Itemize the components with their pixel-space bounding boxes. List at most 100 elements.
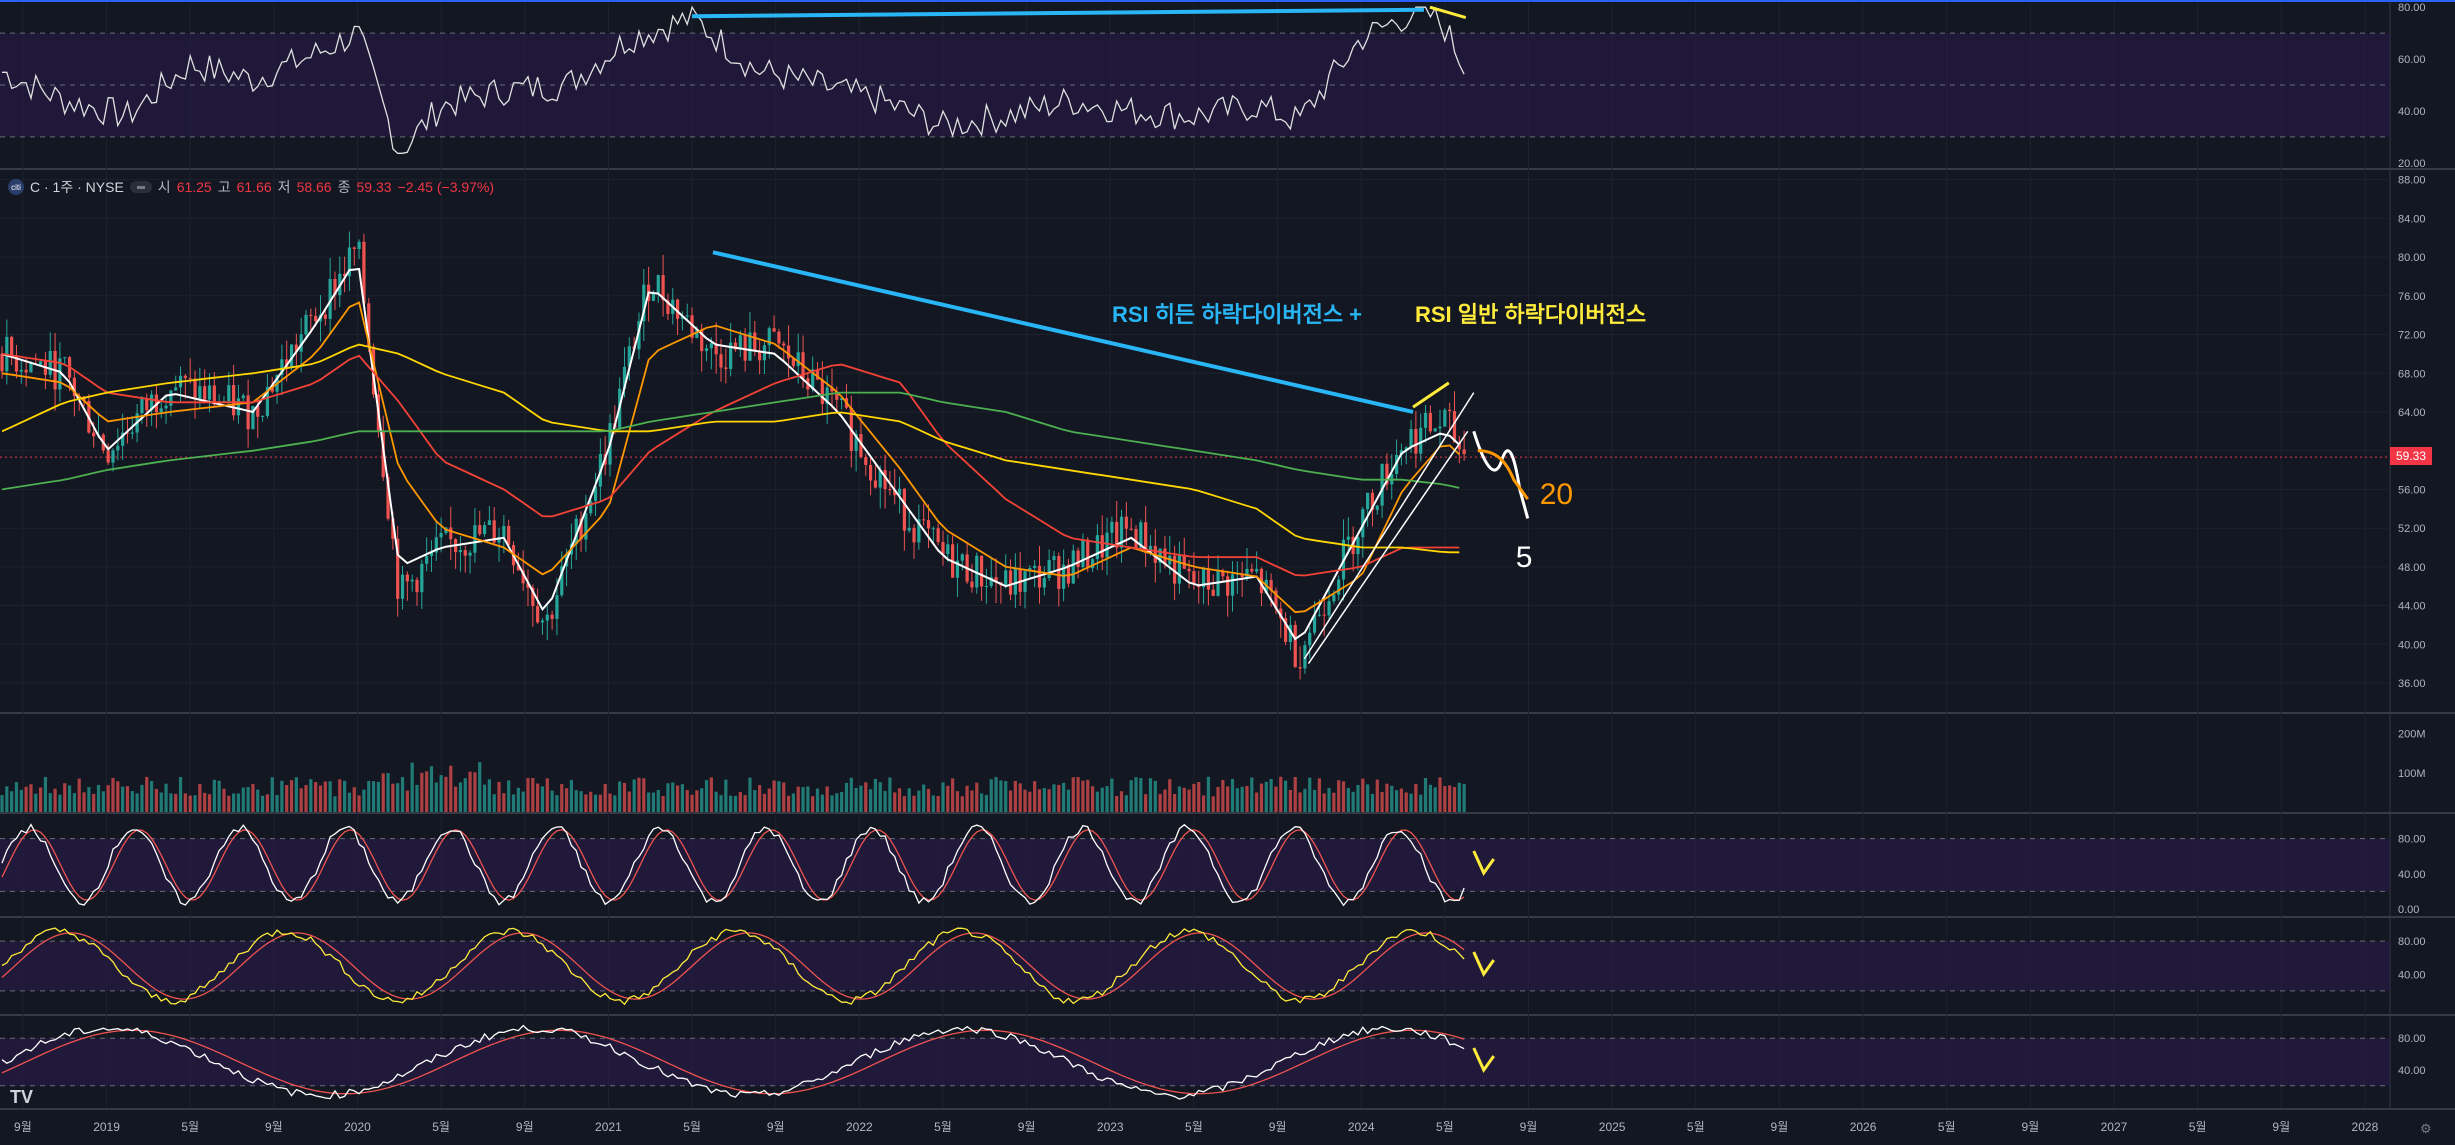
candle-body: [58, 358, 62, 390]
candle-body: [1187, 568, 1191, 572]
ohlc-open-label: 시: [157, 179, 171, 195]
x-tick-label: 5월: [432, 1120, 450, 1134]
candle-body: [536, 606, 540, 623]
volume-bar: [149, 780, 154, 812]
volume-bar: [1047, 789, 1051, 812]
candle-body: [391, 518, 395, 539]
volume-bar: [1201, 795, 1206, 812]
candle-body: [1370, 492, 1375, 510]
candle-body: [29, 363, 33, 373]
volume-bar: [154, 788, 159, 812]
volume-bar: [666, 783, 670, 812]
candle-body: [1230, 574, 1235, 596]
volume-bar: [627, 791, 631, 812]
volume-bar: [367, 780, 371, 812]
candle-body: [1226, 576, 1230, 596]
candle-body: [888, 489, 892, 491]
volume-bar: [1071, 777, 1075, 812]
x-tick-label: 2020: [344, 1120, 371, 1134]
volume-bar: [1081, 780, 1085, 812]
price-y-tick: 88.00: [2398, 175, 2426, 187]
x-tick-label: 9월: [1520, 1120, 1538, 1134]
candle-body: [386, 477, 390, 519]
volume-bar: [1341, 781, 1346, 812]
candle-body: [236, 398, 241, 416]
candle-body: [1312, 615, 1317, 633]
volume-bar: [656, 789, 660, 812]
volume-bar: [690, 794, 694, 812]
candle-body: [772, 328, 776, 332]
volume-bar: [265, 794, 270, 812]
volume-bar: [1346, 787, 1350, 812]
candle-body: [782, 343, 786, 346]
candle-body: [873, 480, 878, 488]
volume-bar: [1298, 792, 1302, 812]
volume-bar: [589, 791, 593, 812]
candle-body: [960, 554, 964, 561]
candle-body: [106, 450, 110, 463]
candle-body: [864, 456, 868, 465]
volume-bar: [830, 795, 834, 812]
volume-bar: [1404, 792, 1408, 812]
ohlc-high: 61.66: [236, 179, 272, 195]
candle-body: [1443, 409, 1447, 427]
tradingview-logo[interactable]: TV: [10, 1087, 34, 1107]
volume-bar: [14, 782, 19, 812]
candle-body: [232, 385, 236, 416]
volume-bar: [878, 782, 882, 812]
eye-icon[interactable]: [129, 181, 152, 193]
volume-bar: [34, 793, 38, 812]
volume-bar: [420, 772, 424, 812]
volume-bar: [48, 793, 52, 812]
volume-bar: [217, 780, 221, 812]
volume-bar: [1153, 780, 1157, 812]
candle-body: [48, 350, 52, 375]
volume-bar: [782, 782, 786, 812]
volume-bar: [873, 778, 878, 812]
candle-body: [704, 348, 709, 352]
volume-bar: [569, 779, 574, 812]
candle-body: [1119, 516, 1124, 548]
candle-body: [970, 581, 974, 588]
volume-bar: [1452, 787, 1457, 812]
ohlc-high-label: 고: [217, 179, 231, 195]
candle-body: [256, 405, 260, 417]
volume-bar: [1013, 780, 1017, 812]
price-y-tick: 48.00: [2398, 562, 2426, 574]
candle-body: [260, 415, 265, 417]
candle-body: [294, 344, 298, 352]
volume-bar: [1448, 785, 1452, 812]
volume-bar: [975, 782, 979, 812]
volume-bar: [574, 790, 578, 812]
candle-body: [425, 555, 429, 564]
volume-bar: [767, 788, 771, 812]
x-tick-label: 5월: [683, 1120, 701, 1134]
candle-body: [1163, 548, 1167, 565]
candle-body: [1337, 579, 1341, 595]
price-divergence-mark: [1412, 381, 1450, 409]
gear-icon[interactable]: ⚙: [2420, 1121, 2432, 1136]
x-tick-label: 9월: [767, 1120, 785, 1134]
candle-body: [299, 334, 303, 352]
volume-bar: [762, 793, 767, 812]
volume-bar: [1144, 794, 1148, 812]
symbol-name[interactable]: C · 1주 · NYSE: [30, 179, 124, 195]
volume-bar: [444, 776, 448, 812]
volume-bar: [700, 788, 704, 812]
volume-bar: [632, 779, 636, 812]
x-tick-label: 5월: [1185, 1120, 1203, 1134]
volume-bar: [174, 793, 178, 812]
candle-body: [492, 520, 496, 543]
candle-body: [116, 445, 120, 451]
candle-body: [560, 566, 564, 596]
candle-body: [555, 595, 559, 619]
volume-bar: [1042, 788, 1046, 812]
volume-bar: [893, 792, 897, 812]
volume-bar: [989, 779, 993, 812]
candle-body: [19, 369, 23, 372]
candle-body: [714, 343, 718, 355]
candle-body: [540, 620, 545, 623]
volume-bar: [1327, 787, 1331, 812]
candle-body: [174, 387, 178, 391]
